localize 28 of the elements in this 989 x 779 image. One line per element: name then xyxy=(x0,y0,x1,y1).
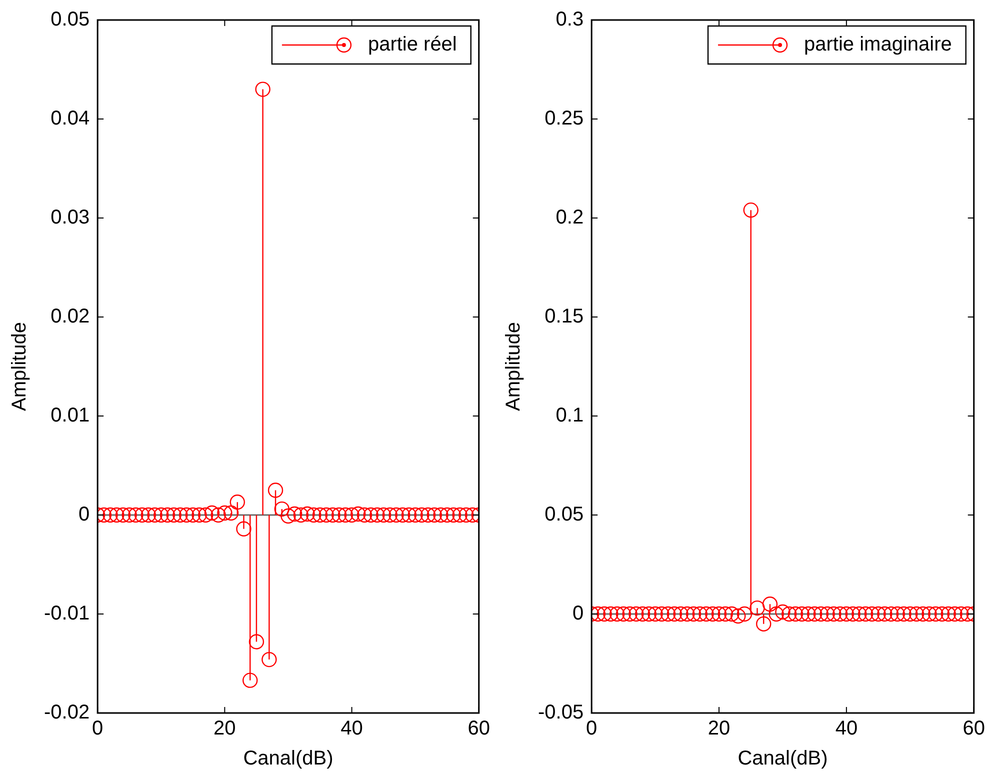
x-tick-label: 20 xyxy=(214,718,236,740)
x-tick-label: 40 xyxy=(340,718,363,740)
y-tick-label: 0.2 xyxy=(556,206,584,229)
y-tick-label: 0.05 xyxy=(544,504,584,526)
y-tick-label: -0.01 xyxy=(44,602,90,625)
y-axis-title: Amplitude xyxy=(8,322,31,411)
legend-label: partie réel xyxy=(368,34,457,56)
x-axis-title: Canal(dB) xyxy=(243,748,334,770)
y-tick-label: -0.02 xyxy=(44,702,90,724)
y-tick-label: -0.05 xyxy=(538,702,584,724)
y-axis-title: Amplitude xyxy=(502,322,525,411)
y-tick-label: 0.3 xyxy=(556,8,584,31)
y-tick-label: 0.15 xyxy=(544,306,584,328)
x-tick-label: 40 xyxy=(835,718,858,740)
y-tick-label: 0 xyxy=(78,504,90,526)
x-tick-label: 20 xyxy=(708,718,730,740)
y-tick-label: 0.05 xyxy=(50,8,90,31)
x-tick-label: 60 xyxy=(962,718,985,740)
y-tick-label: 0.03 xyxy=(50,206,90,229)
y-tick-label: 0.01 xyxy=(50,404,90,427)
y-tick-label: 0.04 xyxy=(50,108,90,130)
legend-label: partie imaginaire xyxy=(804,34,952,56)
y-tick-label: 0.1 xyxy=(556,404,584,427)
y-tick-label: 0.02 xyxy=(50,306,90,328)
y-tick-label: 0 xyxy=(572,602,584,625)
x-axis-title: Canal(dB) xyxy=(738,748,828,770)
x-tick-label: 60 xyxy=(468,718,490,740)
y-tick-label: 0.25 xyxy=(544,108,584,130)
